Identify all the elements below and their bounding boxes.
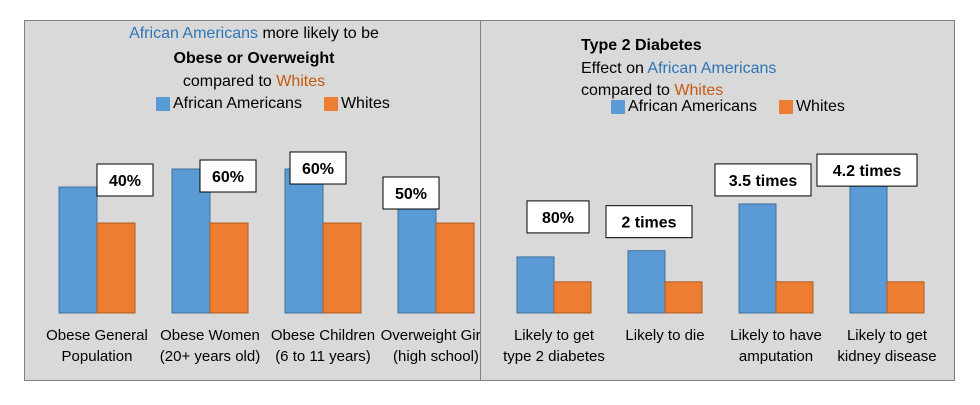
category-label-0-line1: type 2 diabetes [503, 348, 605, 365]
bar-whites-2 [322, 222, 362, 314]
obesity-bar-chart: 40% Obese General Population 60% Obese Women… [46, 151, 482, 365]
data-label-box-2 [289, 151, 347, 185]
title-whites: Whites [276, 73, 326, 90]
bar-african-americans-0 [516, 256, 555, 314]
bar-african-americans-1 [627, 250, 666, 314]
data-label-box-0 [96, 163, 154, 197]
chart-title-line3: compared to Whites [25, 73, 481, 91]
category-label-1-line0: Likely to die [625, 327, 704, 344]
legend-label-african-americans: African Americans [173, 95, 302, 112]
legend-swatch-african-americans [611, 100, 625, 114]
category-label-2-line1: amputation [739, 348, 813, 365]
data-label-1: 60% [212, 169, 244, 186]
legend-label-whites: Whites [795, 98, 845, 115]
bar-whites-3 [435, 222, 475, 314]
category-label-2-line0: Obese Children [271, 327, 375, 344]
data-label-0: 40% [109, 173, 141, 190]
title-compared-to: compared to [182, 73, 277, 90]
diabetes-chart-panel: Type 2 Diabetes Effect on African Americ… [480, 20, 955, 381]
category-label-0-line1: Population [62, 348, 133, 365]
data-label-2: 60% [302, 161, 334, 178]
data-label-box-1 [605, 205, 693, 239]
data-label-box-2 [714, 163, 812, 197]
category-label-1-line1: (20+ years old) [160, 348, 260, 365]
category-label-3-line1: kidney disease [837, 348, 936, 365]
data-label-box-0 [526, 200, 590, 234]
data-label-0: 80% [542, 210, 574, 227]
diabetes-bar-chart: 80% Likely to get type 2 diabetes 2 times Li… [503, 153, 937, 365]
category-label-3-line0: Likely to get [847, 327, 928, 344]
bar-whites-0 [96, 222, 136, 314]
title-african-americans: African Americans [647, 60, 777, 77]
bar-whites-1 [209, 222, 249, 314]
legend-label-whites: Whites [340, 95, 390, 112]
title-african-americans: African Americans [129, 25, 258, 42]
chart-legend: African Americans Whites [611, 98, 845, 116]
bar-african-americans-2 [284, 168, 324, 314]
data-label-3: 4.2 times [833, 163, 902, 180]
legend-swatch-whites [323, 97, 338, 111]
bar-african-americans-3 [849, 181, 888, 314]
chart-title-line3: compared to Whites [581, 82, 723, 100]
data-label-3: 50% [395, 186, 427, 203]
legend-swatch-african-americans [156, 97, 170, 111]
bar-whites-3 [886, 281, 925, 314]
bar-african-americans-0 [58, 186, 98, 314]
data-label-box-3 [382, 176, 440, 210]
category-label-2-line1: (6 to 11 years) [275, 348, 371, 365]
category-label-0-line0: Likely to get [514, 327, 595, 344]
title-compared-to: compared to [581, 82, 675, 99]
chart-title-line2: Obese or Overweight [173, 50, 335, 67]
data-label-box-3 [816, 153, 918, 187]
bar-whites-2 [775, 281, 814, 314]
title-whites: Whites [674, 82, 724, 99]
chart-title-line1: Type 2 Diabetes [581, 37, 702, 54]
bar-whites-0 [553, 281, 592, 314]
category-label-3-line1: (high school) [393, 348, 479, 365]
category-label-2-line0: Likely to have [730, 327, 822, 344]
data-label-box-1 [199, 159, 257, 193]
chart-legend: African Americans Whites [156, 95, 390, 113]
bar-whites-1 [664, 281, 703, 314]
title-effect-on: Effect on [581, 60, 648, 77]
legend-label-african-americans: African Americans [628, 98, 757, 115]
title-more-likely: more likely to be [258, 25, 379, 42]
data-label-1: 2 times [621, 215, 676, 232]
category-label-1-line0: Obese Women [160, 327, 260, 344]
category-label-3-line0: Overweight Girls [381, 327, 482, 344]
legend-swatch-whites [778, 100, 793, 114]
bar-african-americans-2 [738, 203, 777, 314]
data-label-2: 3.5 times [729, 173, 798, 190]
obesity-chart-panel: African Americans more likely to be Obes… [24, 20, 482, 381]
chart-title-line1: African Americans more likely to be [25, 25, 481, 43]
category-label-0-line0: Obese General [46, 327, 148, 344]
chart-title-line2: Effect on African Americans [581, 60, 776, 78]
